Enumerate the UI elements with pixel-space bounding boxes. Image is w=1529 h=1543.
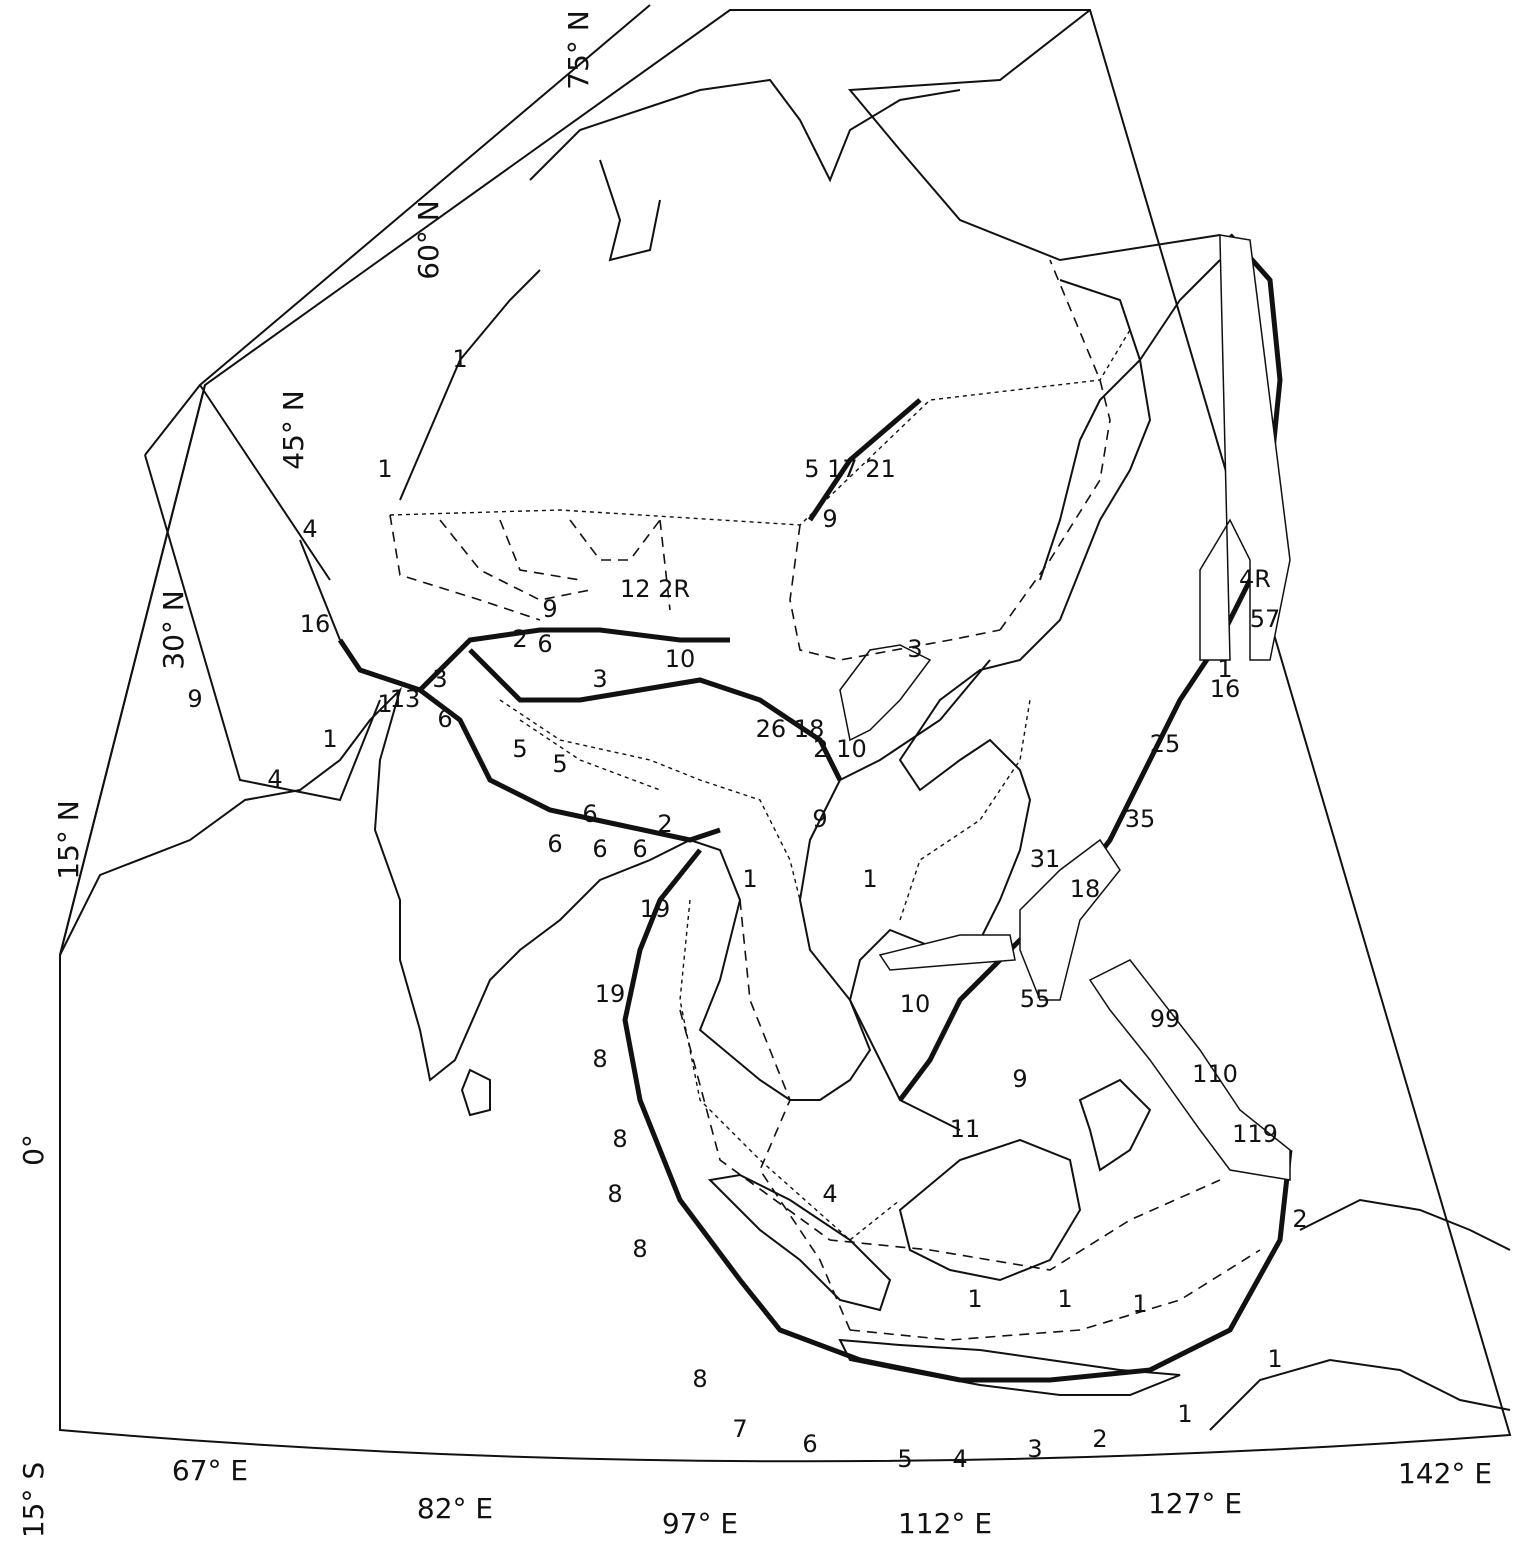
rate-label: 9 [542,595,557,623]
rate-label: 8 [607,1180,622,1208]
rate-label: 35 [1125,805,1156,833]
rate-label: 2 [1292,1205,1307,1233]
rate-label: 5 [512,735,527,763]
rate-label: 4 [952,1445,967,1473]
rate-label: 13 [390,685,421,713]
latitude-label: 75° N [562,10,595,89]
rate-label: 1 [452,345,467,373]
plate-boundaries [60,10,1290,1380]
rate-label: 1 [1132,1290,1147,1318]
rate-label: 4 [302,515,317,543]
longitude-label: 67° E [172,1454,248,1487]
rate-label: 2 [657,810,672,838]
rate-label: 9 [822,505,837,533]
rate-label: 1 [1267,1345,1282,1373]
rate-label: 119 [1232,1120,1278,1148]
rate-label: 6 [547,830,562,858]
rate-label: 10 [665,645,696,673]
rate-label: 5 [897,1445,912,1473]
rate-label: 8 [692,1365,707,1393]
rate-label: 1 [1217,655,1232,683]
rate-label: 8 [612,1125,627,1153]
rate-label: 9 [1012,1065,1027,1093]
rate-label: 31 [1030,845,1061,873]
rate-label: 1 [1057,1285,1072,1313]
rate-label: 19 [595,980,626,1008]
map: 75° N 60° N 45° N 30° N 15° N 0° 15° S 67° E 82°… [0,0,1529,1543]
rate-label: 3 [907,635,922,663]
rate-label: 2 [1092,1425,1107,1453]
latitude-label: 15° N [52,800,85,879]
rate-label: 1 [862,865,877,893]
rate-label: 6 [437,705,452,733]
rate-label: 2 10 [813,735,866,763]
rate-label: 8 [592,1045,607,1073]
rate-label: 2 [512,625,527,653]
rate-label: 6 [582,800,597,828]
rate-label: 1 [322,725,337,753]
rate-label: 25 [1150,730,1181,758]
longitude-label: 112° E [898,1507,992,1540]
rate-label: 16 [300,610,331,638]
rate-label: 99 [1150,1005,1181,1033]
rate-label: 1 [967,1285,982,1313]
rate-label: 4 [267,765,282,793]
rate-label: 19 [640,895,671,923]
rate-label: 9 [187,685,202,713]
rate-label: 4 [822,1180,837,1208]
rate-label: 1 [742,865,757,893]
rate-label: 6 [537,630,552,658]
longitude-label: 97° E [662,1507,738,1540]
rate-label: 5 [552,750,567,778]
rate-label: 1 [1177,1400,1192,1428]
rate-label: 10 [900,990,931,1018]
latitude-label: 60° N [412,200,445,279]
latitude-label: 15° S [17,1462,50,1538]
rate-label: 3 [432,665,447,693]
rate-label: 3 [1027,1435,1042,1463]
rate-label: 4R [1239,565,1271,593]
rate-label: 8 [632,1235,647,1263]
rate-label: 6 [592,835,607,863]
rate-label: 11 [950,1115,981,1143]
rate-label: 7 [732,1415,747,1443]
rate-label: 55 [1020,985,1051,1013]
rate-label: 18 [1070,875,1101,903]
rate-label: 5 17 21 [804,455,896,483]
rate-label: 1 [377,455,392,483]
rate-label: 3 [592,665,607,693]
rate-label: 110 [1192,1060,1238,1088]
rate-label: 6 [632,835,647,863]
longitude-label: 127° E [1148,1487,1242,1520]
latitude-label: 30° N [157,590,190,669]
rate-label: 9 [812,805,827,833]
rate-label: 12 2R [620,575,690,603]
longitude-label: 142° E [1398,1457,1492,1490]
latitude-label: 0° [17,1134,50,1166]
latitude-label: 45° N [277,390,310,469]
longitude-label: 82° E [417,1492,493,1525]
rate-label: 57 [1250,605,1281,633]
rate-label: 6 [802,1430,817,1458]
